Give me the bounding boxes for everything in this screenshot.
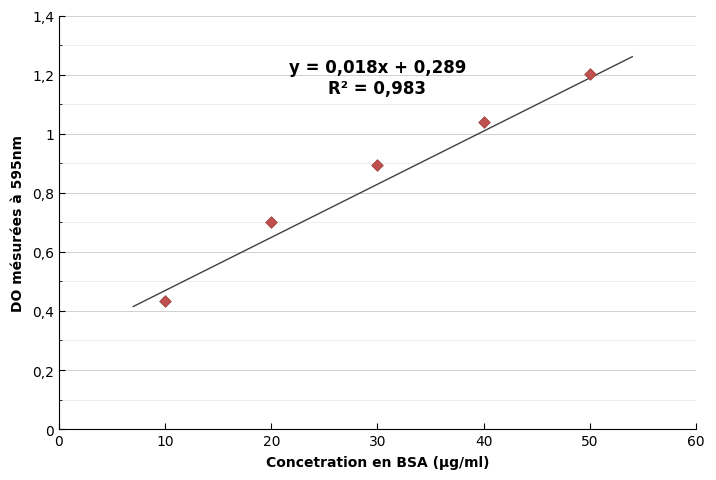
Point (372, 162, 383, 170)
X-axis label: Concetration en BSA (µg/ml): Concetration en BSA (µg/ml) (266, 455, 489, 469)
Point (584, 71, 596, 78)
Point (266, 219, 277, 227)
Y-axis label: DO mésurées à 595nm: DO mésurées à 595nm (11, 134, 25, 311)
Text: y = 0,018x + 0,289
R² = 0,983: y = 0,018x + 0,289 R² = 0,983 (289, 59, 466, 98)
Point (160, 298, 171, 305)
Point (478, 119, 490, 127)
